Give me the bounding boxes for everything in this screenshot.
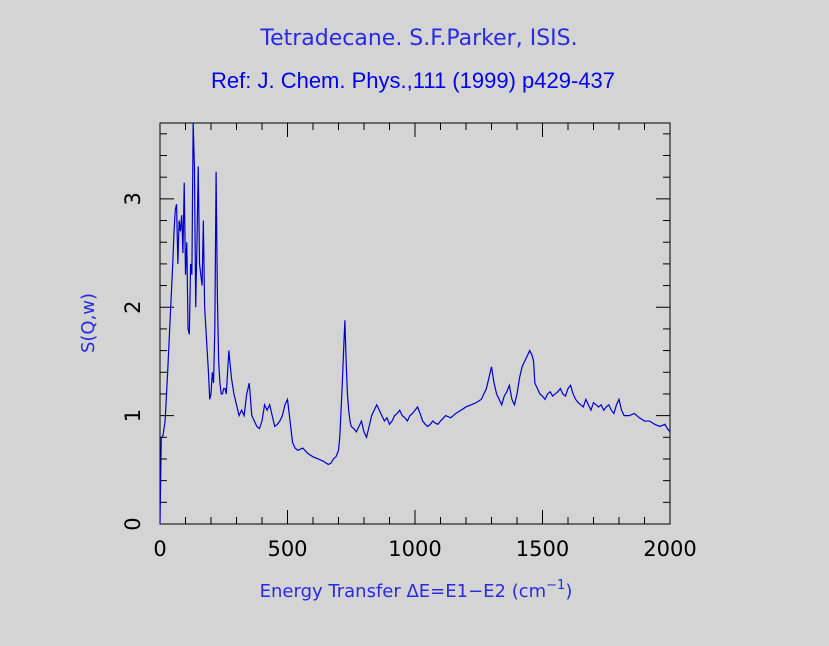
x-tick-label: 500 [267,537,307,561]
x-tick-label: 1500 [516,537,569,561]
x-tick-label: 1000 [388,537,441,561]
x-axis-label-main: Energy Transfer ΔE=E1−E2 (cm [260,581,547,602]
x-tick-label: 0 [153,537,166,561]
y-axis-label: S(Q,w) [78,293,99,353]
plot-frame [159,122,671,525]
series-line [159,122,671,525]
chart-title: Tetradecane. S.F.Parker, ISIS. [259,26,577,51]
y-tick-label: 3 [121,192,145,205]
x-axis-label-end: ) [565,581,572,602]
y-tick-label: 1 [121,409,145,422]
y-axis: 0 1 2 3 [121,133,670,531]
chart-subtitle: Ref: J. Chem. Phys.,111 (1999) p429-437 [211,68,615,93]
x-axis-label: Energy Transfer ΔE=E1−E2 (cm−1) [260,578,573,602]
x-tick-label: 2000 [643,537,696,561]
y-tick-label: 2 [121,301,145,314]
x-axis: 0 500 1000 1500 2000 [153,123,697,561]
y-tick-label: 0 [121,517,145,530]
x-axis-label-superscript: −1 [546,578,565,593]
